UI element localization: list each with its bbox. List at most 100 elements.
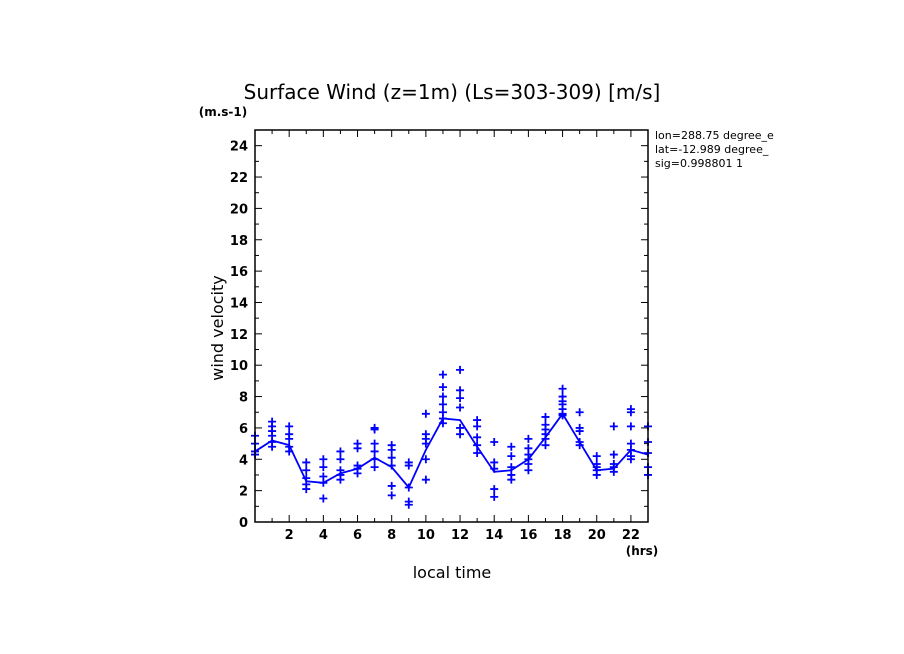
- y-axis-label: wind velocity: [208, 275, 227, 380]
- data-point: [456, 365, 465, 374]
- data-point: [302, 485, 311, 494]
- data-point: [473, 422, 482, 431]
- data-point: [473, 449, 482, 458]
- y-tick-label: 18: [230, 234, 248, 249]
- x-tick-label: 4: [319, 528, 328, 543]
- data-point: [490, 438, 499, 447]
- data-point: [319, 463, 328, 472]
- data-point: [575, 408, 584, 417]
- data-point: [336, 447, 345, 456]
- y-tick-label: 2: [239, 485, 248, 500]
- data-point: [387, 491, 396, 500]
- data-point: [456, 403, 465, 412]
- data-point: [387, 453, 396, 462]
- x-tick-label: 2: [285, 528, 294, 543]
- data-point: [285, 447, 294, 456]
- data-point: [575, 427, 584, 436]
- y-unit-label: (m.s-1): [199, 105, 248, 119]
- y-tick-label: 0: [239, 516, 248, 531]
- data-point: [404, 483, 413, 492]
- data-point: [558, 384, 567, 393]
- y-tick-label: 24: [230, 140, 248, 155]
- data-point: [404, 500, 413, 509]
- info-block: lon=288.75 degree_e lat=-12.989 degree_ …: [655, 129, 774, 170]
- data-point: [592, 470, 601, 479]
- data-point: [438, 419, 447, 428]
- data-point: [456, 394, 465, 403]
- data-point: [421, 439, 430, 448]
- data-point: [609, 463, 618, 472]
- x-tick-label: 8: [387, 528, 396, 543]
- x-tick-label: 12: [451, 528, 469, 543]
- y-tick-label: 6: [239, 422, 248, 437]
- data-point: [626, 408, 635, 417]
- y-tick-label: 12: [230, 328, 248, 343]
- data-marks: [251, 365, 652, 509]
- data-point: [507, 463, 516, 472]
- info-sig: sig=0.998801 1: [655, 157, 743, 170]
- data-point: [507, 442, 516, 451]
- data-point: [524, 466, 533, 475]
- y-tick-label: 22: [230, 171, 248, 186]
- x-tick-label: 6: [353, 528, 362, 543]
- data-point: [490, 485, 499, 494]
- x-tick-label: 20: [588, 528, 606, 543]
- data-point: [507, 452, 516, 461]
- data-point: [387, 445, 396, 454]
- mean-line: [254, 412, 649, 490]
- x-tick-label: 16: [519, 528, 537, 543]
- data-point: [353, 469, 362, 478]
- data-point: [336, 475, 345, 484]
- data-point: [507, 475, 516, 484]
- data-point: [473, 433, 482, 442]
- info-lat: lat=-12.989 degree_: [655, 143, 769, 156]
- data-point: [626, 422, 635, 431]
- data-point: [592, 452, 601, 461]
- data-point: [421, 409, 430, 418]
- data-point: [490, 492, 499, 501]
- y-tick-label: 14: [230, 296, 248, 311]
- chart-title: Surface Wind (z=1m) (Ls=303-309) [m/s]: [244, 80, 661, 104]
- data-point: [438, 383, 447, 392]
- y-tick-label: 4: [239, 453, 248, 468]
- data-point: [541, 441, 550, 450]
- data-point: [370, 439, 379, 448]
- data-point: [370, 463, 379, 472]
- data-point: [558, 411, 567, 420]
- data-point: [268, 442, 277, 451]
- y-tick-label: 8: [239, 391, 248, 406]
- x-tick-label: 14: [485, 528, 503, 543]
- data-point: [370, 425, 379, 434]
- data-point: [302, 458, 311, 467]
- plot-frame: [254, 129, 649, 523]
- data-point: [609, 422, 618, 431]
- data-point: [456, 430, 465, 439]
- data-point: [524, 434, 533, 443]
- x-tick-label: 10: [417, 528, 435, 543]
- data-point: [404, 461, 413, 470]
- data-point: [541, 412, 550, 421]
- x-axis-label: local time: [413, 563, 492, 582]
- y-tick-label: 10: [230, 359, 248, 374]
- data-point: [387, 481, 396, 490]
- data-point: [592, 463, 601, 472]
- data-point: [319, 494, 328, 503]
- info-clip-mask: [780, 126, 904, 176]
- y-tick-label: 20: [230, 202, 248, 217]
- data-point: [319, 478, 328, 487]
- data-point: [438, 370, 447, 379]
- data-point: [319, 455, 328, 464]
- data-point: [490, 464, 499, 473]
- data-point: [421, 455, 430, 464]
- data-point: [370, 455, 379, 464]
- data-point: [609, 450, 618, 459]
- data-point: [336, 455, 345, 464]
- y-tick-label: 16: [230, 265, 248, 280]
- info-lon: lon=288.75 degree_e: [655, 129, 774, 142]
- data-point: [421, 475, 430, 484]
- x-tick-label: 22: [622, 528, 640, 543]
- data-point: [473, 441, 482, 450]
- x-tick-label: 18: [554, 528, 572, 543]
